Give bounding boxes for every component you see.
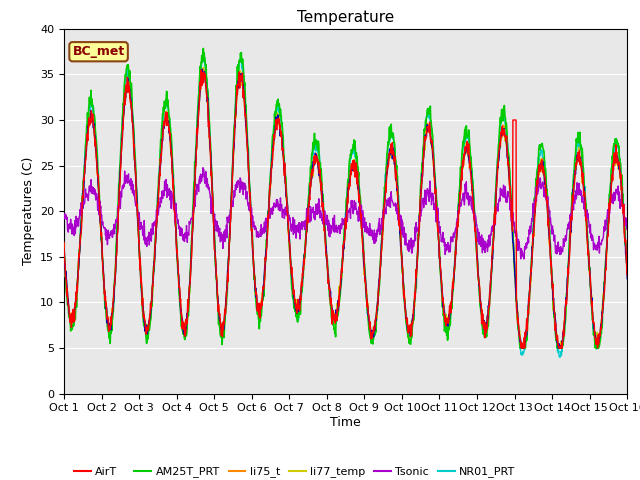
Text: BC_met: BC_met <box>72 45 125 58</box>
Y-axis label: Temperatures (C): Temperatures (C) <box>22 157 35 265</box>
Legend: AirT, li75_t, AM25T_PRT, li75_t, li77_temp, Tsonic, NR01_PRT: AirT, li75_t, AM25T_PRT, li75_t, li77_te… <box>70 462 520 480</box>
Title: Temperature: Temperature <box>297 10 394 25</box>
X-axis label: Time: Time <box>330 416 361 429</box>
